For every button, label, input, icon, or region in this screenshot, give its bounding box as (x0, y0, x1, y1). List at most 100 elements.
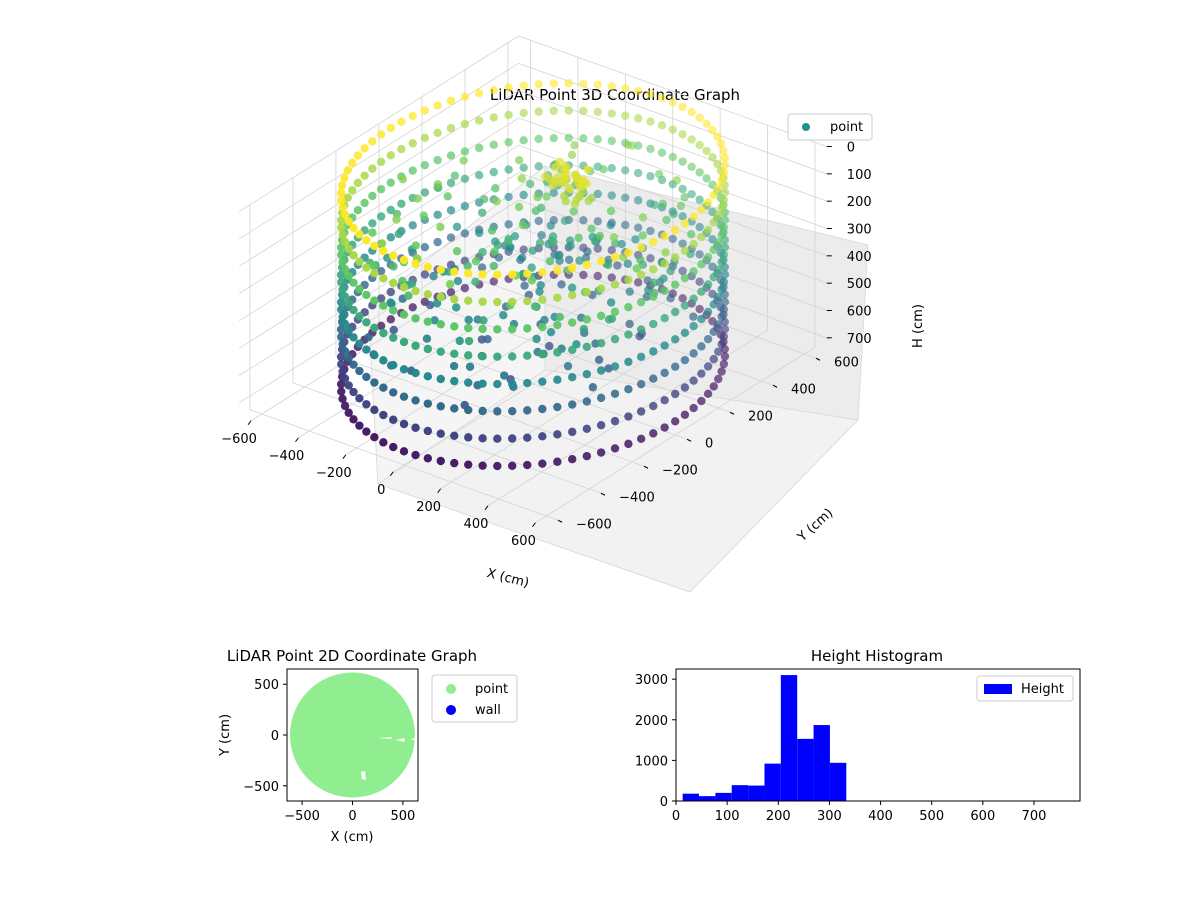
lidar-point-3d (594, 355, 604, 365)
lidar-point-3d (671, 389, 680, 399)
lidar-point-3d (719, 277, 729, 287)
x-tick-label-2d: 0 (348, 809, 356, 824)
lidar-point-3d (646, 117, 655, 126)
lidar-point-3d (411, 423, 420, 432)
lidar-point-3d (657, 121, 667, 130)
lidar-point-3d (720, 215, 730, 225)
lidar-point-3d (720, 352, 730, 361)
lidar-point-3d (423, 372, 433, 381)
lidar-point-3d (654, 169, 664, 179)
lidar-point-3d (607, 136, 616, 146)
lidar-point-3d (460, 147, 470, 156)
lidar-point-3d (590, 236, 600, 246)
lidar-point-3d (527, 263, 536, 272)
lidar-point-3d (397, 199, 406, 209)
lidar-point-3d (568, 345, 577, 355)
lidar-point-3d (433, 128, 442, 137)
lidar-point-3d (588, 383, 598, 392)
lidar-point-3d (666, 294, 675, 303)
lidar-point-3d (376, 130, 386, 139)
lidar-point-3d (471, 256, 481, 266)
lidar-point-3d (538, 295, 547, 304)
lidar-point-3d (709, 327, 718, 336)
lidar-point-3d (370, 268, 379, 278)
lidar-point-3d (362, 236, 371, 245)
lidar-point-3d (446, 233, 456, 242)
lidar-point-3d (649, 265, 658, 274)
lidar-point-3d (337, 250, 346, 260)
lidar-point-3d (349, 251, 358, 260)
lidar-point-3d (397, 117, 406, 127)
lidar-point-3d (596, 366, 606, 375)
lidar-point-3d (520, 281, 529, 290)
lidar-point-3d (646, 226, 655, 236)
lidar-point-3d (490, 247, 499, 256)
x-tick-label-hist: 700 (1022, 809, 1047, 824)
lidar-point-3d (340, 374, 350, 383)
y-axis-label-2d: Y (cm) (218, 714, 233, 757)
lidar-point-3d (355, 257, 364, 266)
grid-line-3d (238, 35, 519, 212)
lidar-point-3d (508, 434, 517, 443)
lidar-point-3d (610, 444, 620, 453)
lidar-point-3d (389, 251, 398, 260)
lidar-point-3d (666, 266, 675, 276)
lidar-point-3d (344, 271, 353, 281)
lidar-point-3d (478, 406, 487, 416)
lidar-point-3d (714, 210, 723, 220)
legend-wall-marker (446, 705, 456, 715)
lidar-point-3d (344, 299, 353, 308)
lidar-point-3d (636, 270, 646, 280)
lidar-point-3d (697, 232, 706, 242)
y-tick-3d (729, 411, 735, 415)
lidar-point-3d (420, 133, 430, 143)
grid-line-3d (238, 62, 519, 240)
axes-3d: −600 −400 −200 0 200 400 600 −600 −400 −200 0 200 40… (221, 141, 871, 549)
lidar-point-3d (523, 296, 532, 306)
lidar-point-3d (394, 229, 404, 239)
x-tick-label-hist: 300 (817, 809, 842, 824)
lidar-point-3d (337, 278, 346, 287)
lidar-point-3d (392, 215, 401, 224)
y-tick-label-3d: −400 (619, 490, 655, 505)
x-tick-3d (532, 522, 536, 528)
lidar-point-3d (337, 332, 346, 342)
lidar-point-3d (555, 312, 565, 322)
lidar-point-3d (713, 132, 722, 141)
lidar-point-3d (557, 280, 566, 289)
lidar-point-3d (464, 269, 473, 278)
lidar-point-3d (549, 237, 558, 247)
lidar-point-3d (376, 157, 386, 167)
lidar-point-3d (551, 163, 560, 172)
lidar-point-3d (355, 394, 364, 403)
lidar-point-3d (649, 278, 658, 287)
lidar-point-3d (464, 351, 473, 360)
lidar-point-3d (340, 401, 350, 411)
lidar-point-3d (534, 216, 543, 226)
lidar-point-3d (436, 347, 445, 356)
lidar-point-3d (703, 198, 713, 207)
lidar-point-3d (432, 299, 442, 308)
lidar-point-3d (433, 237, 442, 247)
chart-3d-title: LiDAR Point 3D Coordinate Graph (490, 86, 740, 104)
chart-3d-scatter: LiDAR Point 3D Coordinate Graph −600 −400… (221, 35, 926, 593)
lidar-point-3d (714, 238, 723, 247)
lidar-point-3d (604, 364, 613, 373)
lidar-point-3d (353, 205, 363, 215)
lidar-point-3d (349, 278, 358, 287)
lidar-point-3d (492, 197, 501, 206)
ticks-histogram: 0 100 200 300 400 500 600 700 0 1000 2000 3000 (635, 673, 1046, 824)
lidar-point-3d (680, 301, 690, 310)
lidar-point-3d (624, 303, 633, 312)
lidar-point-3d (538, 459, 547, 468)
lidar-point-3d (478, 297, 487, 306)
lidar-point-3d (399, 419, 409, 429)
lidar-point-3d (433, 101, 442, 110)
lidar-point-3d (671, 307, 680, 317)
z-tick-label-3d: 600 (847, 305, 872, 320)
lidar-point-3d (671, 225, 680, 235)
lidar-point-3d (593, 135, 602, 144)
lidar-point-3d (646, 254, 655, 263)
gaps (361, 737, 418, 780)
lidar-point-3d (570, 141, 579, 150)
